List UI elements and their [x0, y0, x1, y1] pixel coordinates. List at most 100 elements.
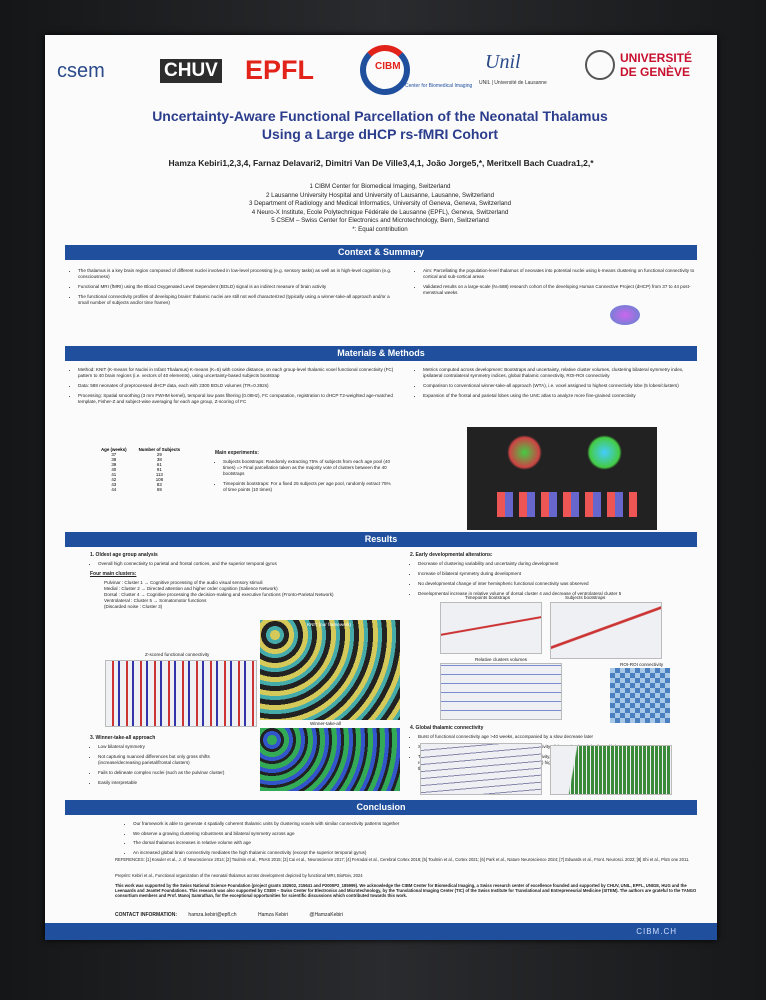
- logo-epfl: EPFL: [245, 55, 315, 85]
- cell: 43: [111, 482, 117, 487]
- bullet-list: Aim: Parcellating the population-level t…: [415, 268, 700, 296]
- context-right: Aim: Parcellating the population-level t…: [415, 268, 700, 300]
- cell: 69: [156, 487, 162, 492]
- cell: 38: [111, 457, 117, 462]
- bullet: Fails to delineate complex nuclei (such …: [98, 770, 250, 776]
- contact-linkedin[interactable]: Hamza Kebiri: [257, 912, 288, 918]
- cell: 113: [155, 472, 163, 477]
- contact-twitter[interactable]: @HamzaKebiri: [309, 912, 344, 918]
- affiliation: 2 Lausanne University Hospital and Unive…: [265, 191, 495, 199]
- footer: CIBM.CH: [45, 923, 717, 940]
- conclusion: Our framework is able to generate 4 spat…: [125, 821, 625, 859]
- section-banner: Context & Summary: [65, 245, 697, 260]
- section-banner: Conclusion: [65, 800, 697, 815]
- methods-figure: [467, 427, 657, 530]
- brain-icon: [610, 305, 640, 325]
- contact-bar: CONTACT INFORMATION: hamza.kebiri@epfl.c…: [115, 910, 700, 920]
- cell: 44: [111, 487, 117, 492]
- contact-email[interactable]: hamza.kebiri@epfl.ch: [188, 912, 237, 918]
- bullet: Method: KNIT (K-means for Nuclei in Infa…: [78, 367, 400, 379]
- poster: csem CHUV EPFL CIBM Center for Biomedica…: [45, 35, 717, 940]
- bullet-list: Decrease of clustering variability and u…: [410, 561, 690, 597]
- affiliation: 3 Department of Radiology and Medical In…: [248, 200, 512, 207]
- acknowledgment: This work was supported by the Swiss Nat…: [115, 883, 697, 898]
- bullet-list: Overall high connectivity to parietal an…: [90, 561, 430, 567]
- logo-unil: Unil: [485, 51, 521, 73]
- preprint: Preprint: Kebiri et al., Functional orga…: [115, 873, 363, 878]
- bullet: Comparison to conventional winner-take-a…: [423, 383, 700, 389]
- bullet: Decrease of clustering variability and u…: [418, 561, 690, 567]
- bar-figure: [550, 745, 672, 795]
- table-row: 39 61: [95, 462, 186, 467]
- cell: 42: [111, 477, 117, 482]
- figure-label: Relative clusters volumes: [475, 657, 528, 662]
- cluster-line: Medial : Cluster 2 → Directed attention …: [104, 586, 278, 591]
- contact-label: CONTACT INFORMATION:: [115, 912, 178, 918]
- cell: 40: [111, 467, 117, 472]
- bullet: The functional connectivity profiles of …: [78, 294, 400, 306]
- bullet: Developmental increase in relative volum…: [418, 591, 690, 597]
- table-row: 40 91: [95, 467, 186, 472]
- logo-csem: csem: [57, 60, 105, 82]
- bullet: No developmental change of inter hemisph…: [418, 581, 690, 587]
- bullet-list: Low bilateral symmetry Not capturing nuan…: [90, 744, 250, 786]
- context-left: The thalamus is a key brain region compo…: [70, 268, 400, 310]
- subheading: 2. Early developmental alterations:: [410, 552, 493, 558]
- bullet: Increase of bilateral symmetry during de…: [418, 571, 690, 577]
- bullet-list: Method: KNIT (K-means for Nuclei in Infa…: [70, 367, 400, 405]
- logo-unige-seal: [585, 50, 615, 80]
- cluster-list: Pulvinar : Cluster 1 → Cognitive process…: [90, 580, 430, 610]
- logo-cibm-mark: [360, 45, 410, 95]
- bullet: The dorsal thalamus increases in relativ…: [133, 840, 625, 846]
- cell: 83: [156, 482, 162, 487]
- affiliation: 5 CSEM – Swiss Center for Electronics an…: [271, 217, 489, 224]
- logo-unige: UNIVERSITÉ DE GENÈVE: [620, 51, 693, 79]
- bullet-list: Our framework is able to generate 4 spat…: [125, 821, 625, 855]
- results-2: 2. Early developmental alterations: Decre…: [410, 552, 690, 601]
- section-banner: Results: [65, 532, 697, 547]
- cell: 29: [156, 452, 162, 457]
- cell: 61: [156, 462, 162, 467]
- global-figure: [420, 743, 542, 795]
- methods-right: Metrics computed across development: Boo…: [415, 367, 700, 403]
- figure-label: Winner-take-all: [310, 721, 341, 726]
- authors: Hamza Kebiri1,2,3,4, Farnaz Delavari2, D…: [168, 158, 594, 168]
- cell: 91: [156, 467, 162, 472]
- table-row: 43 83: [95, 482, 186, 487]
- figure-label: KNIT (our framework): [307, 622, 352, 627]
- bullet-list: Metrics computed across development: Boo…: [415, 367, 700, 399]
- age-table: Age (weeks) Number of Subjects 37 29 38 38 39 6…: [95, 447, 186, 492]
- zscore-figure: [105, 660, 257, 727]
- bullet: Data: 588 neonates of preprocessed dHCP …: [78, 383, 400, 389]
- bullet: Burst of functional connectivity age >40…: [418, 734, 640, 740]
- table-row: 44 69: [95, 487, 186, 492]
- bullet: Expansion of the frontal and parietal lo…: [423, 393, 700, 399]
- references: REFERENCES: [1] Kosuler et al., J. of Ne…: [115, 857, 690, 862]
- experiments-title: Main experiments:: [215, 450, 259, 456]
- cell: 108: [155, 477, 164, 482]
- bullet: Overall high connectivity to parietal an…: [98, 561, 430, 567]
- bullet: Processing: Spatial smoothing (3 mm FWHM…: [78, 393, 400, 405]
- bullet: Aim: Parcellating the population-level t…: [423, 268, 700, 280]
- table: Age (weeks) Number of Subjects 37 29 38 38 39 6…: [95, 447, 186, 492]
- cluster-line: (Discarded noise : Cluster 3): [104, 604, 163, 609]
- bullet-list: The thalamus is a key brain region compo…: [70, 268, 400, 306]
- cluster-line: Pulvinar : Cluster 1 → Cognitive process…: [104, 580, 263, 585]
- subheading: 1. Oldest age group analysis: [90, 552, 158, 558]
- bullet: Easily interpretable: [98, 780, 250, 786]
- vol-figure: [440, 663, 562, 720]
- logo-cibm-sub: Center for Biomedical Imaging: [405, 83, 473, 89]
- header-cell: Age (weeks): [101, 447, 127, 452]
- figure-label: ROI-ROI connectivity: [620, 662, 664, 667]
- results-1: 1. Oldest age group analysis Overall high…: [90, 552, 430, 610]
- table-row: 38 38: [95, 457, 186, 462]
- bullet: Functional MRI (fMRI) using the Blood Ox…: [78, 284, 400, 290]
- bullet: Metrics computed across development: Boo…: [423, 367, 700, 379]
- cluster-line: Dorsal : Cluster 4 → Cognitive processin…: [104, 592, 334, 597]
- bullet: An increased global brain connectivity m…: [133, 850, 625, 856]
- affiliation: 4 Neuro-X Institute, Ecole Polytechnique…: [251, 208, 509, 216]
- bullet: Not capturing nuanced differences but on…: [98, 754, 250, 766]
- wta-figure: [260, 728, 400, 791]
- bullet: Subjects bootstraps: Randomly extracting…: [223, 459, 395, 477]
- cell: 37: [111, 452, 117, 457]
